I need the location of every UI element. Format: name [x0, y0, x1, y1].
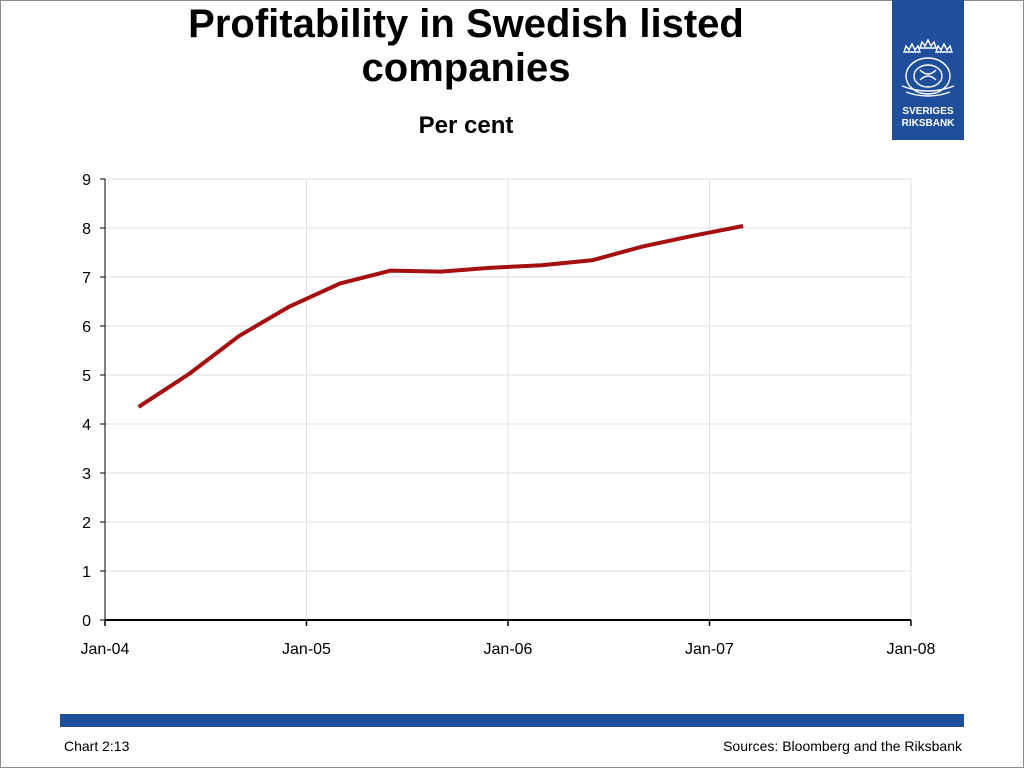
title-line-2: companies — [361, 46, 571, 90]
chart-subtitle: Per cent — [418, 112, 514, 139]
x-tick-label: Jan-06 — [484, 641, 533, 658]
y-tick-label: 9 — [82, 172, 91, 189]
y-tick-label: 8 — [82, 221, 91, 238]
x-tick-label: Jan-05 — [282, 641, 331, 658]
sources-note: Sources: Bloomberg and the Riksbank — [723, 738, 962, 754]
chart-title: Profitability in Swedish listed companie… — [100, 2, 832, 90]
y-tick-label: 6 — [82, 319, 91, 336]
x-tick-label: Jan-04 — [81, 641, 130, 658]
y-tick-labels: 0 1 2 3 4 5 6 7 8 9 — [82, 172, 91, 630]
x-tick-labels: Jan-04 Jan-05 Jan-06 Jan-07 Jan-08 — [81, 641, 936, 658]
logo-text-line-2: RIKSBANK — [901, 118, 955, 129]
logo-text-line-1: SVERIGES — [902, 106, 954, 117]
riksbank-logo: SVERIGES RIKSBANK — [892, 0, 964, 140]
x-tick-label: Jan-08 — [887, 641, 936, 658]
y-tick-label: 3 — [82, 466, 91, 483]
y-tick-label: 5 — [82, 368, 91, 385]
y-tick-label: 7 — [82, 270, 91, 287]
axes — [100, 178, 912, 626]
crown-emblem-icon — [901, 38, 955, 97]
series-lines — [137, 224, 744, 409]
y-tick-label: 4 — [82, 417, 91, 434]
x-tick-label: Jan-07 — [685, 641, 734, 658]
series-line-profitability — [137, 224, 744, 409]
chart-number: Chart 2:13 — [64, 738, 130, 754]
y-tick-label: 1 — [82, 564, 91, 581]
title-line-1: Profitability in Swedish listed — [188, 2, 744, 46]
y-tick-label: 2 — [82, 515, 91, 532]
grid-lines — [105, 178, 912, 620]
y-tick-label: 0 — [82, 613, 91, 630]
footer-bar — [60, 714, 964, 727]
